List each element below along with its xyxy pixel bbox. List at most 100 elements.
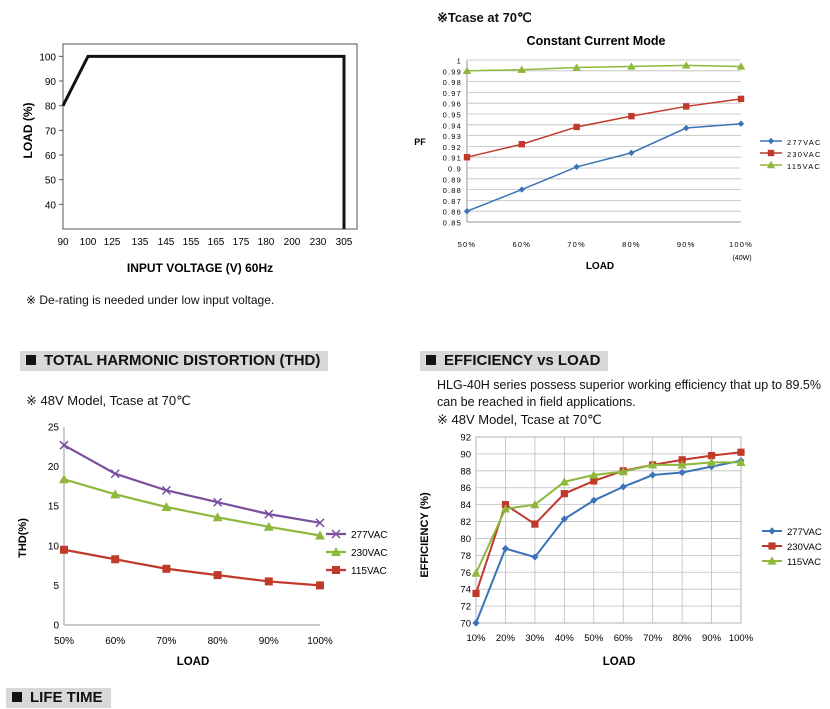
- y-tick-label: 92: [460, 433, 471, 444]
- data-point-115vac: [111, 555, 120, 564]
- x-tick-label: 70%: [156, 636, 176, 647]
- series-line: [61, 54, 346, 229]
- y-tick-label: 0.95: [443, 111, 462, 120]
- data-point-277vac: [472, 619, 480, 627]
- x-tick-label: 145: [158, 237, 175, 248]
- thd-section-header: TOTAL HARMONIC DISTORTION (THD): [20, 351, 329, 371]
- data-point-115vac: [648, 460, 658, 469]
- y-tick-label: 88: [460, 466, 471, 477]
- data-point-277vac: [678, 468, 686, 477]
- y-tick-label: 0.86: [443, 208, 462, 217]
- data-point-115vac: [682, 61, 691, 69]
- y-tick-label: 0.9: [448, 165, 462, 174]
- data-point-277vac: [649, 471, 657, 479]
- data-point-277vac: [501, 545, 510, 553]
- data-point-277vac: [110, 469, 120, 479]
- data-point-115vac: [572, 63, 581, 71]
- efficiency-note: ※ 48V Model, Tcase at 70℃: [437, 412, 602, 427]
- data-point-115vac: [517, 65, 526, 73]
- y-tick-label: 15: [48, 502, 60, 513]
- legend-marker-277vac: [767, 137, 775, 145]
- legend-marker-115vac: [766, 160, 776, 169]
- data-point-115vac: [736, 62, 746, 70]
- legend-label-115vac: 115VAC: [787, 162, 821, 171]
- y-tick-label: 84: [460, 500, 471, 511]
- data-point-115vac: [462, 66, 472, 74]
- x-axis-label: LOAD: [586, 261, 614, 272]
- y-tick-label: 5: [53, 581, 59, 592]
- series-line-277vac: [63, 444, 321, 524]
- y-tick-label: 0.91: [443, 154, 462, 163]
- series-line-230vac: [63, 478, 321, 537]
- data-point-115vac: [736, 457, 746, 466]
- x-tick-label: 100%: [729, 633, 754, 644]
- data-point-230vac: [161, 501, 172, 511]
- x-tick-label: 100: [80, 237, 97, 248]
- data-point-230vac: [315, 530, 325, 540]
- x-tick-label: 125: [104, 237, 121, 248]
- square-bullet-icon: [26, 355, 36, 365]
- legend-marker-230vac: [768, 542, 776, 550]
- series-line-230vac: [466, 98, 742, 158]
- y-tick-label: 0.98: [443, 78, 462, 87]
- y-tick-label: 80: [45, 102, 57, 113]
- data-point-115vac: [264, 577, 273, 586]
- series-line-115vac: [475, 461, 741, 574]
- legend-label-277vac: 277VAC: [787, 527, 822, 538]
- x-tick-label: 165: [208, 237, 225, 248]
- data-point-115vac: [162, 564, 171, 573]
- x-tick-label: 100%: [307, 636, 333, 647]
- data-point-230vac: [707, 452, 716, 460]
- x-axis-label: INPUT VOLTAGE (V) 60Hz: [127, 261, 273, 275]
- data-point-277vac: [213, 497, 223, 507]
- x-tick-label: 175: [233, 237, 250, 248]
- data-point-115vac: [677, 460, 687, 469]
- data-point-230vac: [110, 489, 121, 499]
- thd-note: ※ 48V Model, Tcase at 70℃: [26, 393, 191, 408]
- data-point-277vac: [737, 120, 745, 127]
- lifetime-header-text: LIFE TIME: [30, 689, 103, 706]
- x-tick-label: 90%: [702, 633, 722, 644]
- data-point-230vac: [590, 477, 598, 485]
- thd-chart: 0 5 10 15 20 25 50% 60% 70% 80% 90% 100% 277VAC 230VA…: [17, 423, 388, 669]
- data-point-230vac: [678, 456, 686, 464]
- x-tick-label: 100%: [729, 240, 753, 249]
- efficiency-section-header: EFFICIENCY vs LOAD: [420, 351, 609, 371]
- data-point-230vac: [628, 112, 635, 120]
- y-tick-label: 0.87: [443, 197, 462, 206]
- x-tick-label: 60%: [614, 633, 634, 644]
- y-axis-label: EFFICIENCY (%): [419, 492, 431, 578]
- y-tick-label: 100: [39, 52, 56, 63]
- y-tick-label: 86: [460, 483, 471, 494]
- x-axis-label: LOAD: [603, 656, 636, 668]
- x-tick-label: 200: [284, 237, 301, 248]
- legend-marker-277vac: [331, 529, 341, 539]
- y-tick-label: 0: [53, 621, 59, 632]
- y-tick-label: 70: [45, 126, 57, 137]
- y-tick-label: 50: [45, 176, 57, 187]
- legend-marker-115vac: [332, 566, 340, 574]
- data-point-277vac: [573, 163, 580, 171]
- y-tick-label: 72: [460, 602, 471, 613]
- data-point-277vac: [315, 518, 325, 528]
- y-tick-label: 76: [460, 568, 471, 579]
- y-tick-label: 25: [48, 423, 60, 434]
- x-tick-label: 80%: [673, 633, 693, 644]
- legend-label-230vac: 230VAC: [787, 542, 822, 553]
- x-axis-label: LOAD: [177, 656, 210, 668]
- x-tick-label: 305: [336, 237, 353, 248]
- series-line-230vac: [475, 451, 742, 594]
- legend-label-277vac: 277VAC: [351, 530, 388, 541]
- y-axis-label: THD(%): [17, 518, 29, 558]
- data-point-277vac: [518, 186, 525, 193]
- x-tick-label: 10%: [466, 633, 486, 644]
- plot-frame: [62, 43, 358, 230]
- x-tick-label: 60%: [512, 240, 531, 249]
- x-tick-label: 50%: [584, 633, 604, 644]
- y-axis-label: LOAD (%): [21, 103, 35, 159]
- data-point-115vac: [213, 571, 222, 580]
- legend-label-277vac: 277VAC: [787, 138, 822, 147]
- data-point-230vac: [737, 448, 745, 456]
- y-tick-label: 90: [45, 77, 57, 88]
- square-bullet-icon: [12, 692, 22, 702]
